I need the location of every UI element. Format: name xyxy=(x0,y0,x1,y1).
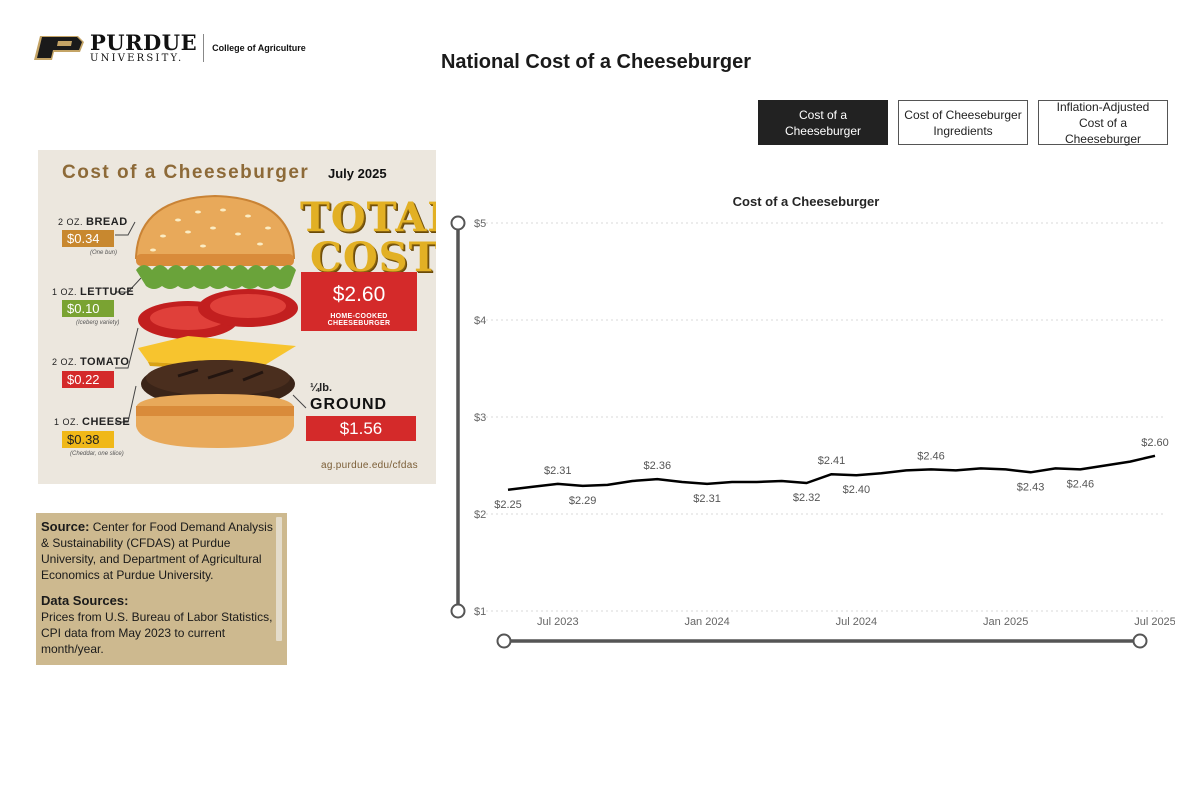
logo-divider xyxy=(203,34,205,62)
y-range-slider-handle-bottom[interactable] xyxy=(450,603,466,619)
toggle-cost-button[interactable]: Cost of a Cheeseburger xyxy=(758,100,888,145)
data-label: $2.43 xyxy=(1017,481,1045,493)
toggle-ingredients-button[interactable]: Cost of Cheeseburger Ingredients xyxy=(898,100,1028,145)
data-label: $2.40 xyxy=(843,484,871,496)
lettuce-label: 1 OZ. LETTUCE xyxy=(52,286,134,298)
purdue-p-icon xyxy=(34,36,84,60)
data-label: $2.36 xyxy=(644,460,672,472)
series-line xyxy=(507,454,1156,492)
logo-subtitle: UNIVERSITY. xyxy=(90,53,184,64)
total-cost-subtitle: HOME-COOKED CHEESEBURGER xyxy=(327,313,391,327)
cheeseburger-infographic: Cost of a Cheeseburger July 2025 xyxy=(38,150,436,484)
data-label: $2.46 xyxy=(917,450,945,462)
x-tick-label: Jul 2025 xyxy=(1134,616,1175,628)
bread-price: $0.34 xyxy=(62,230,114,247)
cheese-name: CHEESE xyxy=(82,416,131,428)
x-tick-label: Jul 2024 xyxy=(836,616,878,628)
cheese-qty: 1 OZ. xyxy=(54,417,80,427)
purdue-logo: PURDUE UNIVERSITY. College of Agricultur… xyxy=(34,32,306,64)
tomato-price: $0.22 xyxy=(62,371,114,388)
data-label: $2.31 xyxy=(544,465,572,477)
beef-unit: ¼lb. xyxy=(310,382,333,394)
cheese-price: $0.38 xyxy=(62,431,114,448)
data-label: $2.32 xyxy=(793,492,821,504)
bread-name: BREAD xyxy=(86,216,128,228)
data-label: $2.29 xyxy=(569,495,597,507)
data-label: $2.25 xyxy=(494,499,522,511)
source-card[interactable]: Source: Center for Food Demand Analysis … xyxy=(36,513,287,665)
chart-title: Cost of a Cheeseburger xyxy=(732,194,880,209)
y-tick-label: $4 xyxy=(474,315,486,327)
y-tick-label: $5 xyxy=(474,218,486,230)
bread-qty: 2 OZ. xyxy=(58,217,84,227)
cheese-label: 1 OZ. CHEESE xyxy=(54,416,130,428)
lettuce-note: (Iceberg variety) xyxy=(76,320,120,326)
line-chart: $1 $2 $3 $4 $5 Jul 2023 Jan 2024 Jul 2024 Jan 20… xyxy=(450,215,1175,649)
y-tick-label: $3 xyxy=(474,412,486,424)
data-label: $2.60 xyxy=(1141,437,1169,449)
total-cost-box: $2.60 HOME-COOKED CHEESEBURGER xyxy=(301,272,417,331)
y-tick-label: $2 xyxy=(474,509,486,521)
bread-label: 2 OZ. BREAD xyxy=(58,216,128,228)
total-word: TOTAL xyxy=(300,194,436,241)
tomato-qty: 2 OZ. xyxy=(52,357,78,367)
x-tick-label: Jul 2023 xyxy=(537,616,579,628)
data-label: $2.41 xyxy=(818,455,846,467)
y-range-slider-handle-top[interactable] xyxy=(450,215,466,231)
cheese-note: (Cheddar, one slice) xyxy=(70,451,124,457)
cheeseburger-illustration xyxy=(115,194,307,448)
x-range-slider-handle-left[interactable] xyxy=(496,633,512,649)
x-tick-label: Jan 2024 xyxy=(684,616,729,628)
bread-note: (One bun) xyxy=(90,250,118,256)
data-sources-label: Data Sources: xyxy=(41,593,129,608)
lettuce-name: LETTUCE xyxy=(80,286,135,298)
logo-name: PURDUE xyxy=(90,30,198,55)
lettuce-price: $0.10 xyxy=(62,300,114,317)
infographic-url: ag.purdue.edu/cfdas xyxy=(321,460,418,471)
y-tick-label: $1 xyxy=(474,606,486,618)
data-label: $2.46 xyxy=(1067,478,1095,490)
toggle-inflation-adjusted-button[interactable]: Inflation-Adjusted Cost of a Cheeseburge… xyxy=(1038,100,1168,146)
x-range-slider-handle-right[interactable] xyxy=(1132,633,1148,649)
source-text: Center for Food Demand Analysis & Sustai… xyxy=(41,520,273,582)
lettuce-qty: 1 OZ. xyxy=(52,287,78,297)
page-title: National Cost of a Cheeseburger xyxy=(440,51,752,73)
tomato-name: TOMATO xyxy=(80,356,130,368)
tomato-label: 2 OZ. TOMATO xyxy=(52,356,129,368)
data-label: $2.31 xyxy=(693,493,721,505)
infographic-date: July 2025 xyxy=(328,166,387,181)
infographic-title: Cost of a Cheeseburger xyxy=(62,162,310,183)
data-sources-text: Prices from U.S. Bureau of Labor Statist… xyxy=(41,610,273,656)
x-tick-label: Jan 2025 xyxy=(983,616,1028,628)
total-cost-value: $2.60 xyxy=(332,283,386,306)
source-card-scrollbar[interactable] xyxy=(276,517,282,641)
beef-price: $1.56 xyxy=(306,416,416,441)
logo-college: College of Agriculture xyxy=(212,43,306,53)
source-label: Source: xyxy=(41,519,90,534)
